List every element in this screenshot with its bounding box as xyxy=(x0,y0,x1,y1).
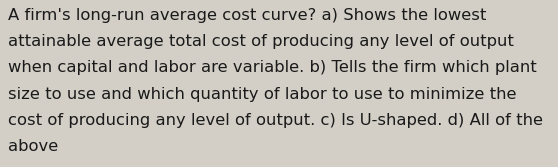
Text: A firm's long-run average cost curve? a) Shows the lowest: A firm's long-run average cost curve? a)… xyxy=(8,8,487,23)
Text: when capital and labor are variable. b) Tells the firm which plant: when capital and labor are variable. b) … xyxy=(8,60,537,75)
Text: cost of producing any level of output. c) Is U-shaped. d) All of the: cost of producing any level of output. c… xyxy=(8,113,543,128)
Text: above: above xyxy=(8,139,59,154)
Text: size to use and which quantity of labor to use to minimize the: size to use and which quantity of labor … xyxy=(8,87,517,102)
Text: attainable average total cost of producing any level of output: attainable average total cost of produci… xyxy=(8,34,514,49)
